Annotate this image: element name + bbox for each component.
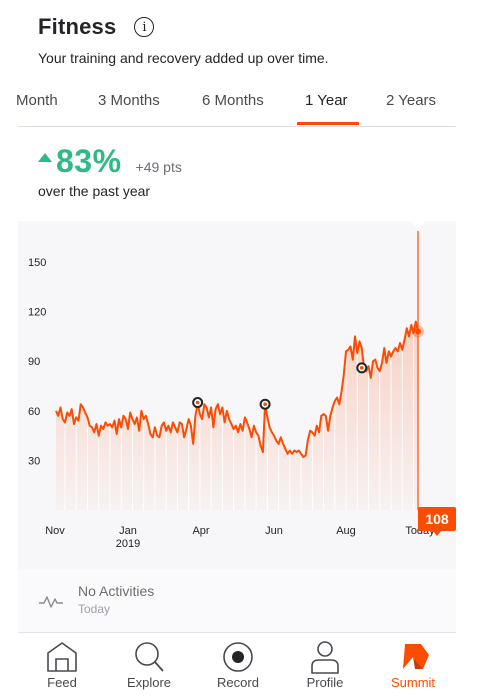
activity-marker-dot <box>263 402 267 407</box>
record-icon <box>223 642 253 672</box>
y-tick-label: 30 <box>28 455 40 467</box>
nav-explore-label: Explore <box>126 675 172 690</box>
tab-month[interactable]: Month <box>16 92 58 109</box>
activity-pulse-icon <box>39 596 63 608</box>
page-subtitle: Your training and recovery added up over… <box>38 50 329 66</box>
period-label: over the past year <box>38 183 151 199</box>
activities-title: No Activities <box>78 583 155 599</box>
percent-row: 83% +49 pts <box>38 143 182 180</box>
nav-explore[interactable]: Explore <box>109 633 189 700</box>
tab-2-years[interactable]: 2 Years <box>386 92 437 109</box>
nav-record[interactable]: Record <box>198 633 278 700</box>
activities-row[interactable]: No Activities Today <box>18 569 456 632</box>
x-tick-label: Aug <box>336 525 356 537</box>
y-tick-label: 90 <box>28 356 40 368</box>
nav-summit[interactable]: Summit <box>373 633 453 700</box>
fitness-summary: 83% +49 pts over the past year <box>38 143 182 199</box>
range-tabs: Month 3 Months 6 Months 1 Year 2 Years <box>0 80 483 127</box>
home-icon <box>47 642 77 672</box>
x-tick-label: Apr <box>192 525 209 537</box>
current-value-badge: 108 <box>418 507 456 536</box>
title-row: Fitness i <box>38 14 155 40</box>
x-tick-label: Jan <box>119 525 137 537</box>
fitness-area <box>56 321 418 510</box>
bottom-nav: Feed Explore Record Profile <box>0 633 483 700</box>
y-tick-label: 120 <box>28 307 46 319</box>
current-point <box>415 328 421 335</box>
cursor-notch <box>411 221 425 230</box>
page-title: Fitness <box>38 14 117 39</box>
summit-chevron-icon <box>403 644 429 669</box>
tab-6-months[interactable]: 6 Months <box>202 92 264 109</box>
info-icon[interactable]: i <box>134 17 155 37</box>
nav-profile[interactable]: Profile <box>285 633 365 700</box>
y-tick-label: 60 <box>28 406 40 418</box>
percent-change: 83% <box>56 143 122 179</box>
y-tick-label: 150 <box>28 257 46 269</box>
activity-marker-dot <box>359 366 364 370</box>
nav-summit-label: Summit <box>390 675 436 690</box>
nav-record-label: Record <box>217 675 259 690</box>
nav-feed[interactable]: Feed <box>22 633 102 700</box>
search-icon <box>135 642 164 672</box>
x-tick-sublabel: 2019 <box>116 538 140 550</box>
tab-3-months[interactable]: 3 Months <box>98 92 160 109</box>
fitness-series-line <box>55 320 419 459</box>
nav-profile-label: Profile <box>306 675 344 690</box>
tab-1-year[interactable]: 1 Year <box>305 92 348 109</box>
tabs-divider <box>18 126 456 127</box>
fitness-chart[interactable]: 150 120 90 60 30 Nov Jan 2019 Apr Jun Aug Today 108 <box>18 221 456 569</box>
points-change: +49 pts <box>135 159 182 175</box>
x-tick-label: Nov <box>45 525 65 537</box>
active-tab-indicator <box>297 122 359 125</box>
person-icon <box>311 641 339 674</box>
activity-marker-dot <box>195 400 200 405</box>
trend-up-icon <box>38 153 52 162</box>
x-tick-label: Jun <box>265 525 283 537</box>
activities-subtitle: Today <box>78 602 111 616</box>
nav-divider <box>18 632 456 633</box>
nav-feed-label: Feed <box>47 675 77 690</box>
